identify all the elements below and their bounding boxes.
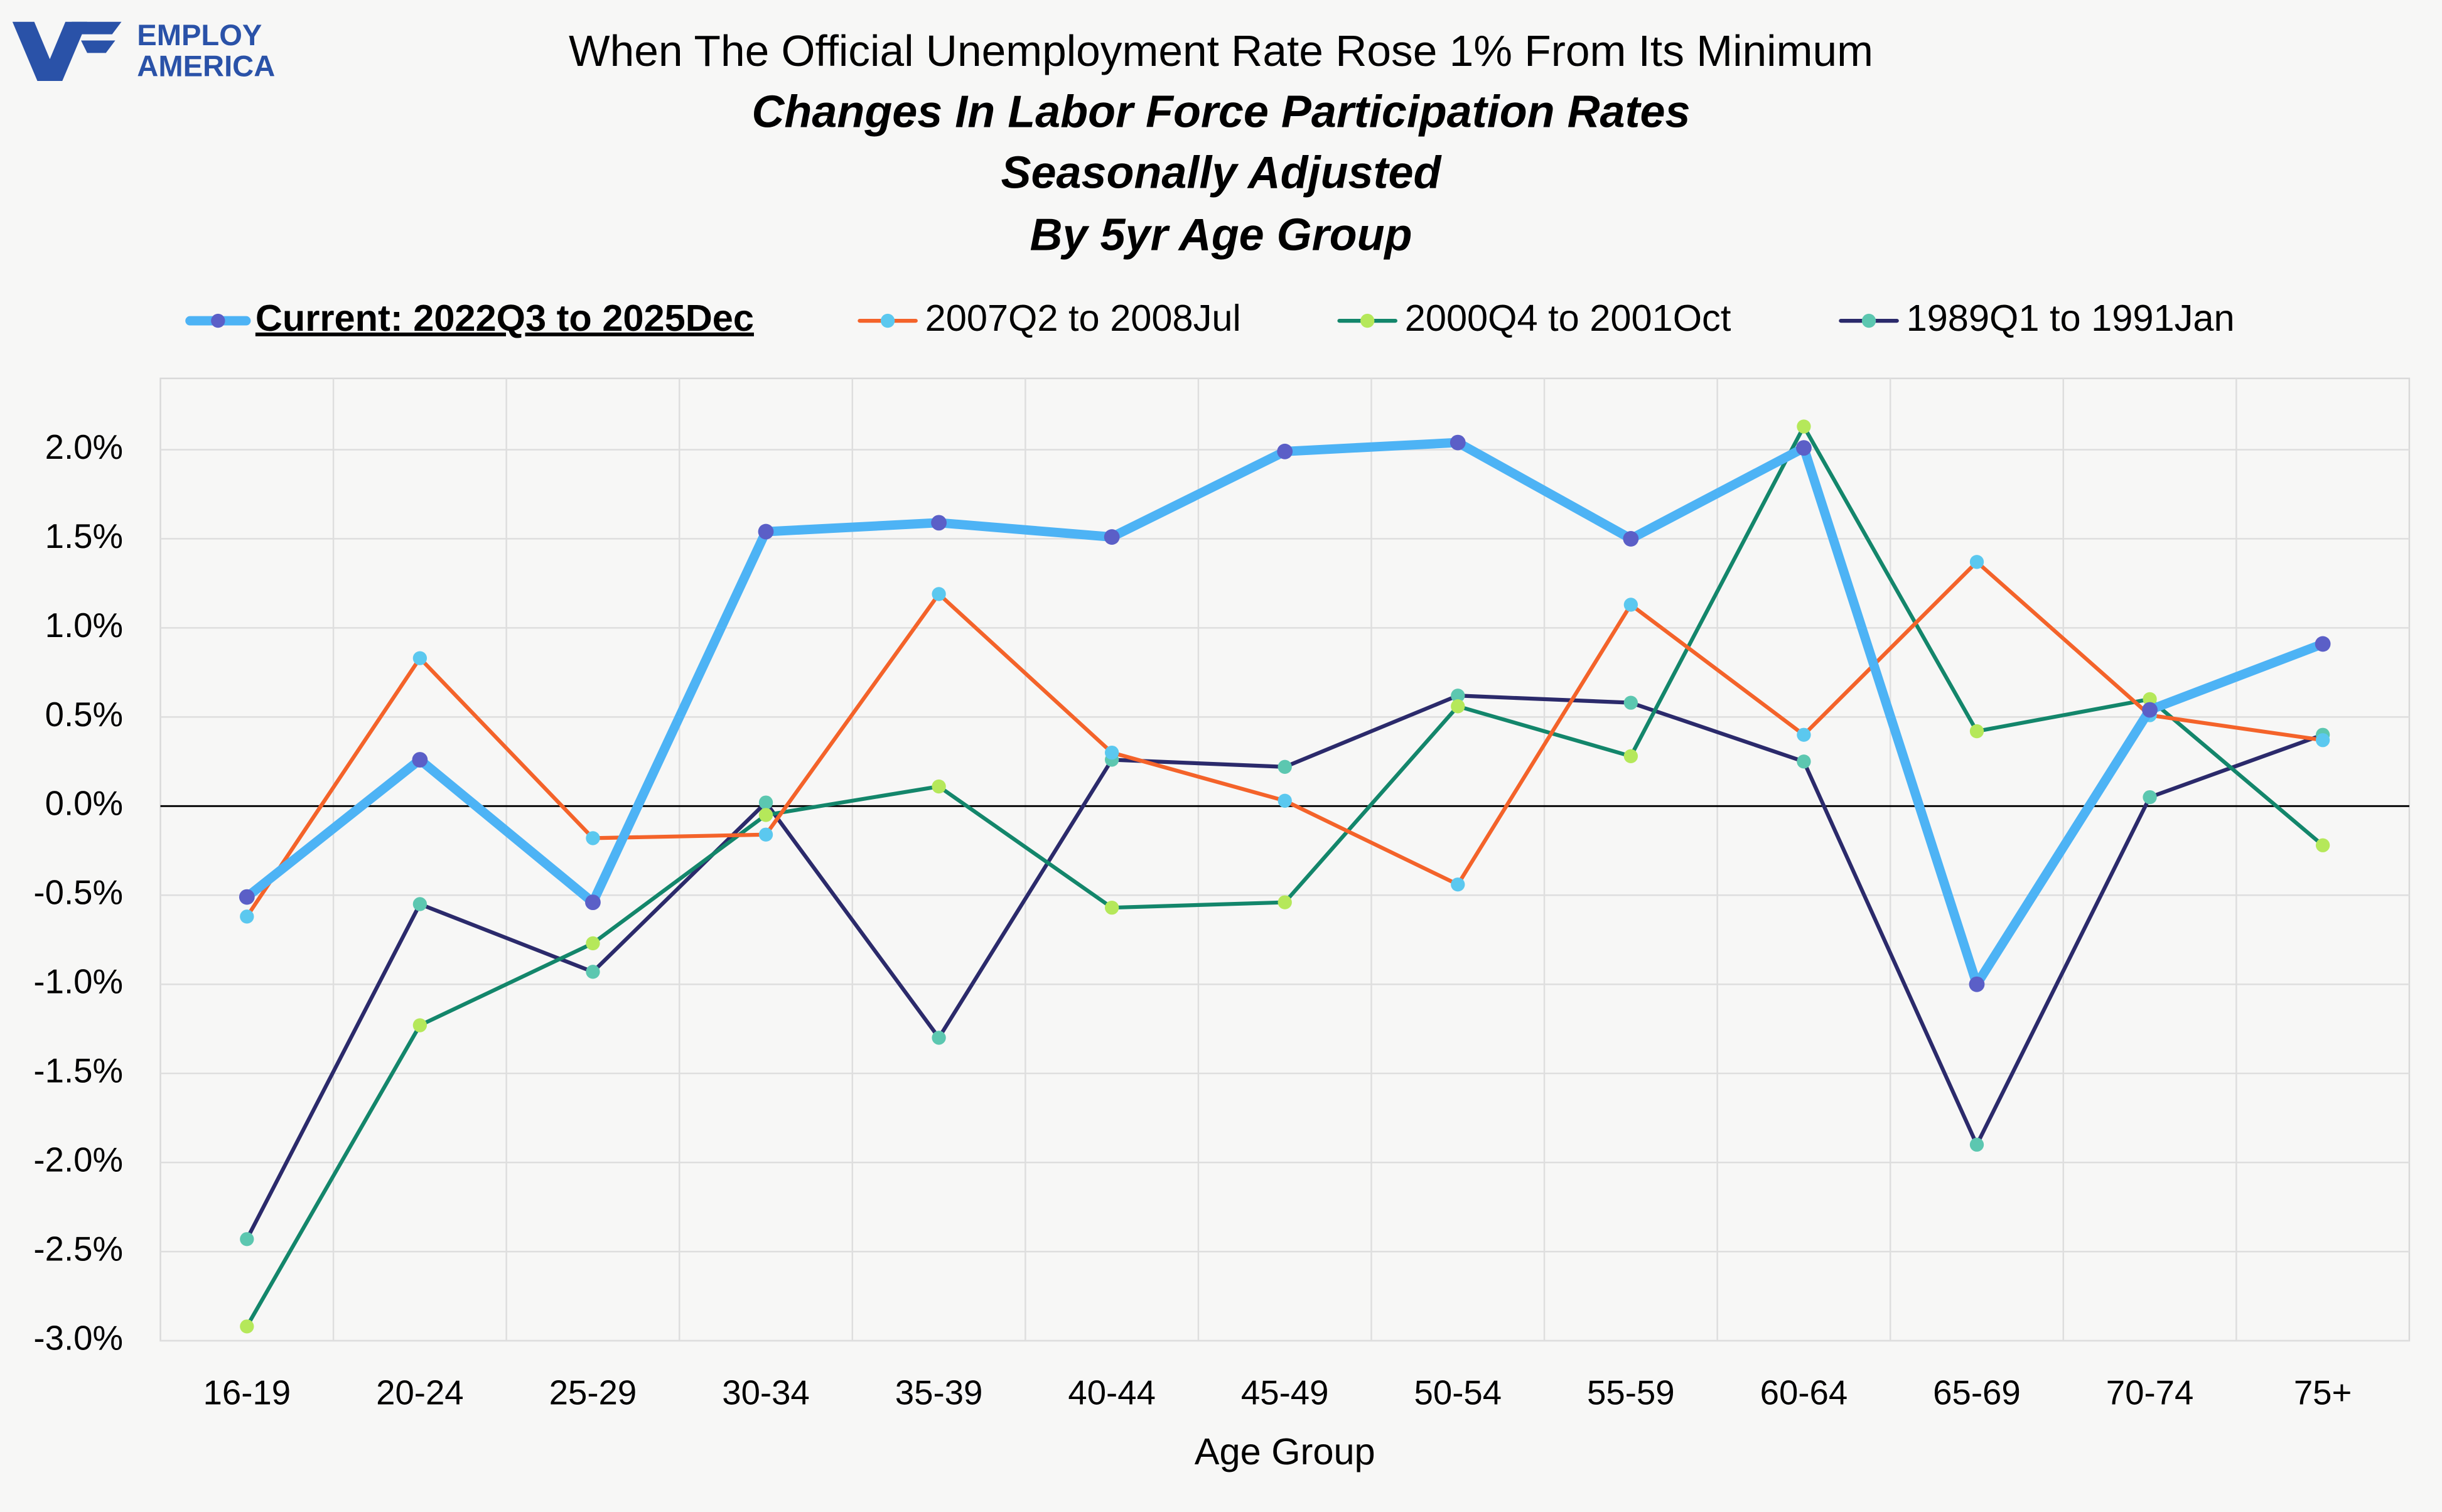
data-point xyxy=(1623,749,1638,763)
data-point xyxy=(1104,745,1119,760)
logo xyxy=(12,21,122,82)
data-point xyxy=(412,897,428,911)
data-point xyxy=(1277,443,1293,459)
data-point xyxy=(412,752,428,768)
data-point xyxy=(1969,976,1985,992)
x-tick-label: 25-29 xyxy=(549,1373,637,1412)
data-point xyxy=(1451,689,1465,703)
chart-subtitle: By 5yr Age Group xyxy=(1030,210,1412,260)
data-point xyxy=(1451,877,1465,892)
legend-marker xyxy=(211,313,225,328)
logo-text: EMPLOY xyxy=(137,18,262,51)
x-tick-label: 70-74 xyxy=(2106,1373,2194,1412)
x-tick-label: 75+ xyxy=(2294,1373,2352,1412)
logo-icon xyxy=(72,21,122,53)
data-point xyxy=(1623,531,1639,547)
data-point xyxy=(1623,695,1638,710)
legend-label: Current: 2022Q3 to 2025Dec xyxy=(255,297,754,339)
data-point xyxy=(1969,724,1984,739)
x-tick-label: 30-34 xyxy=(722,1373,810,1412)
legend-label: 2000Q4 to 2001Oct xyxy=(1405,297,1731,339)
x-tick-label: 55-59 xyxy=(1587,1373,1675,1412)
data-point xyxy=(240,909,254,924)
data-point xyxy=(1797,727,1811,742)
data-point xyxy=(932,1031,946,1045)
data-point xyxy=(2315,838,2330,852)
data-point xyxy=(412,1018,428,1032)
chart-subtitle: Seasonally Adjusted xyxy=(1001,147,1443,198)
x-tick-label: 45-49 xyxy=(1241,1373,1329,1412)
data-point xyxy=(1450,434,1466,451)
data-point xyxy=(758,795,773,810)
data-point xyxy=(2315,636,2331,652)
data-point xyxy=(1969,555,1984,569)
data-point xyxy=(1104,529,1120,545)
y-tick-label: 1.0% xyxy=(45,606,123,645)
logo-text: AMERICA xyxy=(137,50,275,83)
y-tick-label: 1.5% xyxy=(45,517,123,555)
x-tick-label: 65-69 xyxy=(1933,1373,2021,1412)
data-point xyxy=(931,515,947,531)
x-tick-label: 40-44 xyxy=(1068,1373,1156,1412)
plot-area xyxy=(159,377,2411,1342)
legend-label: 2007Q2 to 2008Jul xyxy=(925,297,1241,339)
x-tick-label: 35-39 xyxy=(895,1373,983,1412)
data-point xyxy=(758,523,774,540)
data-point xyxy=(1277,895,1292,909)
data-point xyxy=(1277,759,1292,775)
x-tick-label: 20-24 xyxy=(376,1373,464,1412)
x-tick-label: 50-54 xyxy=(1414,1373,1502,1412)
data-point xyxy=(1104,900,1119,915)
data-point xyxy=(585,894,601,911)
data-point xyxy=(239,889,255,905)
data-point xyxy=(240,1232,254,1247)
x-tick-label: 16-19 xyxy=(203,1373,291,1412)
data-point xyxy=(1623,598,1638,612)
data-point xyxy=(2143,790,2157,805)
data-point xyxy=(586,936,600,951)
legend-marker xyxy=(1360,313,1375,328)
y-tick-label: -1.0% xyxy=(33,963,123,1001)
data-point xyxy=(1277,793,1292,808)
data-point xyxy=(758,808,773,822)
data-point xyxy=(1796,440,1812,456)
data-point xyxy=(758,827,773,842)
chart-subtitle: Changes In Labor Force Participation Rat… xyxy=(751,87,1690,137)
legend-marker xyxy=(1861,313,1876,328)
y-tick-label: -2.5% xyxy=(33,1230,123,1268)
data-point xyxy=(412,651,428,665)
legend-label: 1989Q1 to 1991Jan xyxy=(1907,297,2235,339)
y-tick-label: -1.5% xyxy=(33,1052,123,1090)
data-point xyxy=(1797,754,1811,769)
data-point xyxy=(240,1319,254,1334)
y-tick-label: -3.0% xyxy=(33,1319,123,1357)
data-point xyxy=(1451,699,1465,714)
x-tick-label: 60-64 xyxy=(1760,1373,1848,1412)
legend-marker xyxy=(880,313,895,328)
data-point xyxy=(1969,1137,1984,1152)
data-point xyxy=(2142,702,2158,718)
data-point xyxy=(586,965,600,979)
x-axis-label: Age Group xyxy=(1195,1430,1375,1472)
logo-icon xyxy=(12,21,87,82)
data-point xyxy=(932,587,946,601)
data-point xyxy=(932,779,946,794)
data-point xyxy=(2143,692,2157,707)
y-tick-label: 2.0% xyxy=(45,428,123,466)
data-point xyxy=(586,831,600,845)
y-tick-label: -0.5% xyxy=(33,874,123,912)
y-tick-label: 0.5% xyxy=(45,695,123,734)
chart-title: When The Official Unemployment Rate Rose… xyxy=(569,26,1873,75)
data-point xyxy=(2315,733,2330,748)
data-point xyxy=(1797,419,1811,434)
y-tick-label: 0.0% xyxy=(45,785,123,823)
y-tick-label: -2.0% xyxy=(33,1141,123,1179)
